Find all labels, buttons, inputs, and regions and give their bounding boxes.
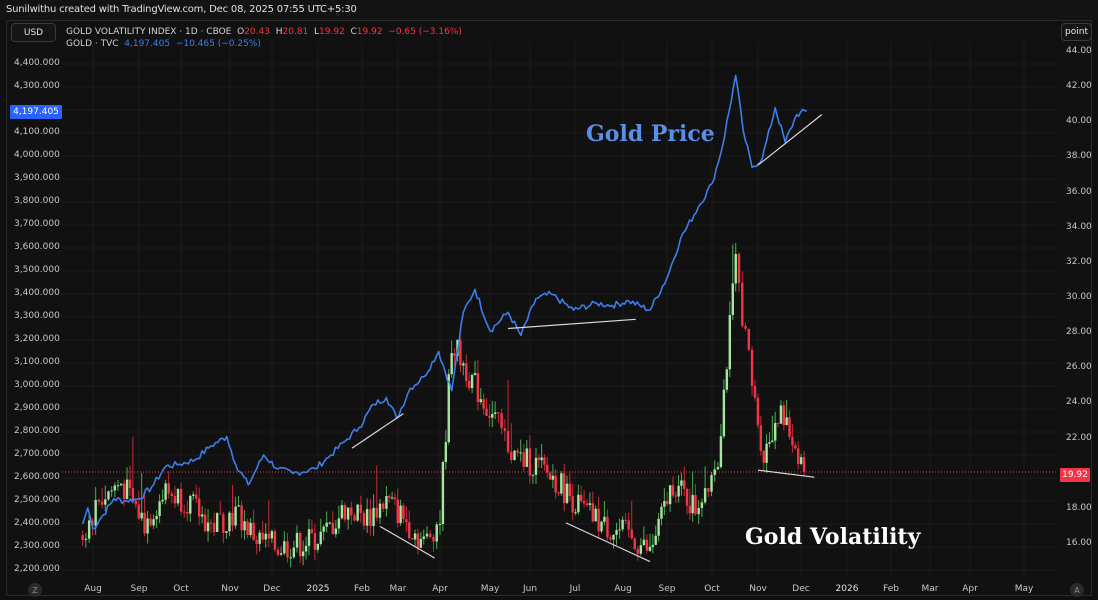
time-axis-tick: Apr	[432, 584, 448, 594]
time-axis-tick: Nov	[749, 584, 767, 594]
time-axis-tick: Apr	[962, 584, 978, 594]
time-axis-tick: 2026	[835, 584, 859, 594]
right-axis-tick: 34.00	[1066, 221, 1092, 232]
time-axis-tick: Aug	[614, 584, 632, 594]
right-price-axis[interactable]	[1058, 21, 1091, 581]
left-axis-tick: 3,000.000	[14, 380, 60, 390]
time-axis-tick: Mar	[389, 584, 407, 594]
auto-scale-toggle[interactable]: A	[1070, 583, 1084, 597]
time-axis-tick: Dec	[263, 584, 281, 594]
vol-last-price-label: 19.92	[1060, 468, 1090, 482]
currency-button[interactable]: USD	[11, 23, 56, 42]
left-axis-tick: 3,700.000	[14, 219, 60, 229]
gold-last-price-label: 4,197.405	[10, 105, 62, 119]
right-axis-tick: 32.00	[1066, 256, 1092, 267]
left-axis-tick: 3,400.000	[14, 288, 60, 298]
gold-price-line	[81, 74, 807, 530]
left-axis-tick: 4,300.000	[14, 81, 60, 91]
time-axis-tick: Sep	[130, 584, 148, 594]
left-axis-tick: 2,300.000	[14, 541, 60, 551]
chart-frame	[6, 20, 1092, 596]
time-axis-tick: Feb	[883, 584, 899, 594]
right-axis-tick: 26.00	[1066, 362, 1092, 373]
left-axis-tick: 2,600.000	[14, 472, 60, 482]
gold-price-annotation: Gold Price	[586, 121, 715, 147]
left-axis-tick: 4,000.000	[14, 150, 60, 160]
left-axis-tick: 3,900.000	[14, 173, 60, 183]
time-axis-tick: 2025	[306, 584, 330, 594]
left-axis-tick: 2,400.000	[14, 518, 60, 528]
right-axis-tick: 22.00	[1066, 432, 1092, 443]
right-axis-tick: 16.00	[1066, 537, 1092, 548]
right-axis-tick: 24.00	[1066, 397, 1092, 408]
left-axis-tick: 4,100.000	[14, 127, 60, 137]
time-axis-tick: Aug	[84, 584, 102, 594]
left-axis-tick: 2,700.000	[14, 449, 60, 459]
time-axis-tick: May	[1014, 584, 1034, 594]
time-axis-tick: Nov	[221, 584, 239, 594]
left-axis-tick: 3,300.000	[14, 311, 60, 321]
right-axis-tick: 36.00	[1066, 186, 1092, 197]
time-axis-tick: Oct	[704, 584, 720, 594]
left-axis-tick: 2,200.000	[14, 564, 60, 574]
trendlines	[351, 114, 823, 563]
volatility-candles	[81, 243, 806, 568]
trendline	[379, 525, 435, 559]
left-axis-tick: 2,800.000	[14, 426, 60, 436]
gold-volatility-annotation: Gold Volatility	[745, 524, 921, 550]
time-axis-tick: Mar	[921, 584, 939, 594]
time-axis-tick: Jun	[522, 584, 538, 594]
left-axis-tick: 2,900.000	[14, 403, 60, 413]
left-axis-tick: 3,500.000	[14, 265, 60, 275]
left-axis-tick: 2,500.000	[14, 495, 60, 505]
left-axis-tick: 3,800.000	[14, 196, 60, 206]
right-axis-tick: 28.00	[1066, 327, 1092, 338]
right-axis-tick: 42.00	[1066, 81, 1092, 92]
time-axis-tick: Jul	[569, 584, 581, 594]
right-axis-tick: 38.00	[1066, 151, 1092, 162]
left-axis-tick: 3,100.000	[14, 357, 60, 367]
trendline	[565, 522, 651, 563]
time-axis-tick: Dec	[792, 584, 810, 594]
time-axis-tick: Feb	[354, 584, 370, 594]
time-axis-tick: Oct	[173, 584, 189, 594]
trendline	[508, 318, 636, 330]
left-axis-tick: 3,200.000	[14, 334, 60, 344]
left-axis-tick: 3,600.000	[14, 242, 60, 252]
time-axis-tick: May	[480, 584, 500, 594]
credit-text: Sunilwithu created with TradingView.com,…	[6, 4, 357, 15]
right-axis-tick: 18.00	[1066, 502, 1092, 513]
right-axis-tick: 30.00	[1066, 291, 1092, 302]
top-bar: Sunilwithu created with TradingView.com,…	[0, 0, 1098, 20]
trendline	[757, 114, 823, 166]
unit-button[interactable]: point	[1061, 23, 1092, 41]
right-axis-tick: 44.00	[1066, 46, 1092, 56]
legend-series-gold[interactable]: GOLD · TVC 4,197.405 −10.465 (−0.25%)	[66, 39, 261, 49]
left-scale-toggle[interactable]: Z	[28, 583, 42, 597]
chart-legend: GOLD VOLATILITY INDEX · 1D · CBOE O20.43…	[66, 26, 462, 50]
time-axis-tick: Sep	[658, 584, 676, 594]
left-axis-tick: 4,400.000	[14, 58, 60, 68]
trendline	[757, 469, 815, 478]
right-axis-tick: 40.00	[1066, 116, 1092, 127]
legend-series-volatility[interactable]: GOLD VOLATILITY INDEX · 1D · CBOE O20.43…	[66, 27, 462, 37]
grid-lines	[62, 42, 1058, 578]
trendline	[351, 413, 404, 449]
